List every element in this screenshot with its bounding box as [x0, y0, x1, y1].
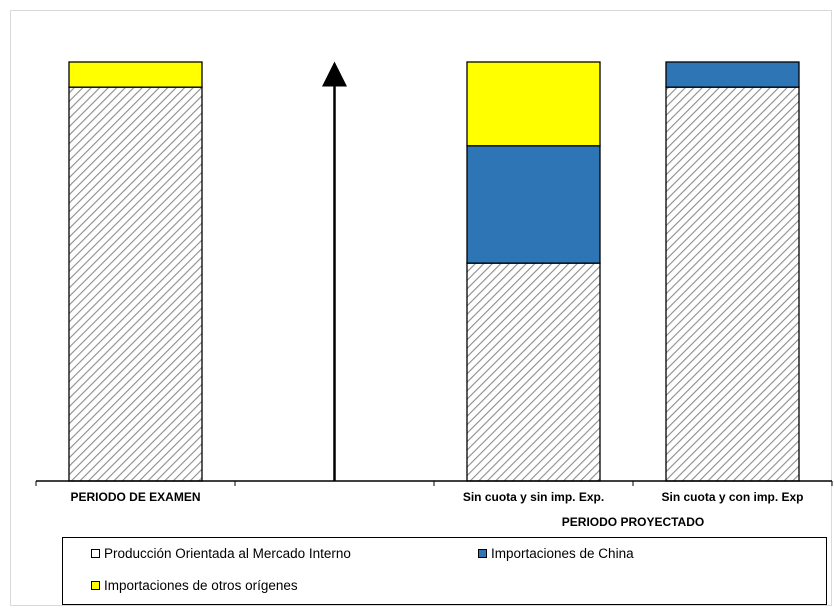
legend-swatch: [91, 549, 100, 558]
legend-swatch: [478, 549, 487, 558]
legend-label: Importaciones de China: [491, 546, 634, 561]
bar-segment-produccion: [68, 86, 203, 482]
bar-segment-china: [466, 145, 601, 264]
legend-label: Producción Orientada al Mercado Interno: [104, 546, 351, 561]
legend-item-china: Importaciones de China: [478, 546, 634, 561]
bar-segment-otros: [466, 61, 601, 147]
legend-label: Importaciones de otros orígenes: [104, 578, 298, 593]
x-tick-label: PERIODO DE EXAMEN: [70, 490, 201, 504]
bar-segment-produccion: [665, 86, 800, 482]
bar-segment-china: [665, 61, 800, 88]
x-tick-label: Sin cuota y sin imp. Exp.: [462, 490, 605, 504]
bar-segment-produccion: [466, 262, 601, 482]
axis-group: [35, 61, 833, 486]
bar-segment-otros: [68, 61, 203, 88]
legend: Producción Orientada al Mercado Interno …: [62, 537, 827, 605]
legend-item-produccion: Producción Orientada al Mercado Interno: [91, 546, 351, 561]
bars-group: [68, 61, 800, 482]
legend-item-otros: Importaciones de otros orígenes: [91, 578, 298, 593]
legend-swatch: [91, 581, 100, 590]
group-label: PERIODO PROYECTADO: [561, 515, 705, 529]
x-tick-label: Sin cuota y con imp. Exp: [661, 490, 804, 504]
